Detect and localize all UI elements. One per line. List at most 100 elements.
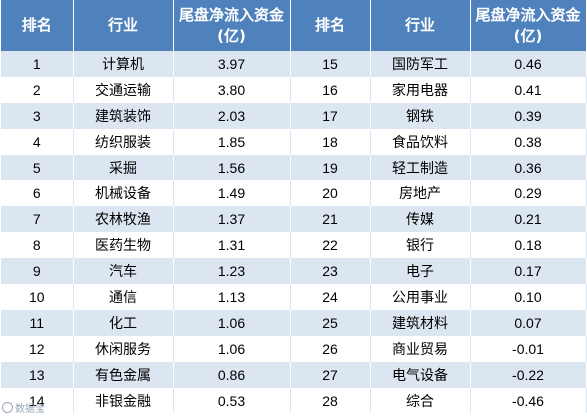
industry-cell: 通信 — [73, 284, 174, 310]
net-inflow-cell: 1.56 — [173, 154, 291, 181]
industry-cell: 农林牧渔 — [73, 206, 174, 233]
industry-cell: 化工 — [73, 309, 174, 336]
net-inflow-cell: 1.85 — [173, 128, 291, 155]
rank-cell: 12 — [1, 335, 74, 362]
industry-cell: 家用电器 — [370, 76, 471, 103]
rank-cell: 15 — [290, 51, 371, 77]
table-row: 5 采掘 1.56 19 轻工制造 0.36 — [1, 154, 587, 181]
net-inflow-cell: -0.46 — [470, 387, 587, 414]
industry-cell: 公用事业 — [370, 284, 471, 310]
net-inflow-cell: 2.03 — [173, 102, 291, 129]
net-inflow-cell: 1.49 — [173, 180, 291, 207]
industry-cell: 房地产 — [370, 180, 471, 207]
industry-cell: 医药生物 — [73, 232, 174, 259]
watermark-text: 数据宝 — [15, 404, 45, 415]
rank-cell: 13 — [1, 361, 74, 388]
rank-cell: 19 — [290, 154, 371, 181]
rank-cell: 23 — [290, 258, 371, 285]
table-row: 14 非银金融 0.53 28 综合 -0.46 — [1, 387, 587, 414]
net-inflow-cell: 0.86 — [173, 361, 291, 388]
header-industry: 行业 — [73, 0, 174, 51]
rank-cell: 8 — [1, 232, 74, 259]
net-inflow-cell: 0.41 — [470, 76, 587, 103]
rank-cell: 5 — [1, 154, 74, 181]
industry-cell: 电气设备 — [370, 361, 471, 388]
rank-cell: 27 — [290, 361, 371, 388]
rank-cell: 28 — [290, 387, 371, 414]
net-inflow-cell: 1.06 — [173, 335, 291, 362]
rank-cell: 2 — [1, 76, 74, 103]
net-inflow-cell: 0.39 — [470, 102, 587, 129]
table-row: 4 纺织服装 1.85 18 食品饮料 0.38 — [1, 128, 587, 155]
net-inflow-cell: 3.97 — [173, 51, 291, 77]
net-inflow-cell: 0.36 — [470, 154, 587, 181]
net-inflow-cell: 0.07 — [470, 309, 587, 336]
industry-cell: 机械设备 — [73, 180, 174, 207]
header-row: 排名 行业 尾盘净流入资金(亿) 排名 行业 尾盘净流入资金(亿) — [1, 0, 587, 51]
rank-cell: 24 — [290, 284, 371, 310]
net-inflow-cell: 1.13 — [173, 284, 291, 310]
table-row: 10 通信 1.13 24 公用事业 0.10 — [1, 284, 587, 310]
industry-cell: 计算机 — [73, 51, 174, 77]
header-industry: 行业 — [370, 0, 471, 51]
table-row: 3 建筑装饰 2.03 17 钢铁 0.39 — [1, 102, 587, 129]
industry-cell: 国防军工 — [370, 51, 471, 77]
rank-cell: 20 — [290, 180, 371, 207]
net-inflow-cell: 3.80 — [173, 76, 291, 103]
watermark: 数据宝 — [2, 400, 45, 415]
industry-cell: 综合 — [370, 387, 471, 414]
rank-cell: 17 — [290, 102, 371, 129]
industry-cell: 钢铁 — [370, 102, 471, 129]
industry-cell: 建筑装饰 — [73, 102, 174, 129]
industry-cell: 休闲服务 — [73, 335, 174, 362]
net-inflow-cell: 0.46 — [470, 51, 587, 77]
industry-cell: 采掘 — [73, 154, 174, 181]
net-inflow-cell: 0.53 — [173, 387, 291, 414]
table-row: 6 机械设备 1.49 20 房地产 0.29 — [1, 180, 587, 207]
net-inflow-cell: 0.29 — [470, 180, 587, 207]
industry-cell: 传媒 — [370, 206, 471, 233]
net-inflow-cell: 1.31 — [173, 232, 291, 259]
net-inflow-cell: 1.23 — [173, 258, 291, 285]
rank-cell: 1 — [1, 51, 74, 77]
table-row: 7 农林牧渔 1.37 21 传媒 0.21 — [1, 206, 587, 233]
rank-cell: 9 — [1, 258, 74, 285]
net-inflow-cell: -0.01 — [470, 335, 587, 362]
rank-cell: 21 — [290, 206, 371, 233]
industry-cell: 纺织服装 — [73, 128, 174, 155]
rank-cell: 25 — [290, 309, 371, 336]
table-row: 11 化工 1.06 25 建筑材料 0.07 — [1, 309, 587, 336]
camera-ring-icon — [2, 402, 13, 413]
rank-cell: 3 — [1, 102, 74, 129]
net-inflow-cell: 0.21 — [470, 206, 587, 233]
rank-cell: 10 — [1, 284, 74, 310]
industry-cell: 轻工制造 — [370, 154, 471, 181]
rank-cell: 22 — [290, 232, 371, 259]
rank-cell: 6 — [1, 180, 74, 207]
table-row: 12 休闲服务 1.06 26 商业贸易 -0.01 — [1, 335, 587, 362]
header-net-inflow: 尾盘净流入资金(亿) — [470, 0, 587, 51]
header-rank: 排名 — [1, 0, 74, 51]
header-net-inflow: 尾盘净流入资金(亿) — [173, 0, 291, 51]
net-inflow-cell: 1.37 — [173, 206, 291, 233]
industry-cell: 非银金融 — [73, 387, 174, 414]
industry-cell: 交通运输 — [73, 76, 174, 103]
rank-cell: 11 — [1, 309, 74, 336]
rank-cell: 16 — [290, 76, 371, 103]
industry-cell: 汽车 — [73, 258, 174, 285]
industry-cell: 食品饮料 — [370, 128, 471, 155]
table-row: 1 计算机 3.97 15 国防军工 0.46 — [1, 51, 587, 77]
rank-cell: 7 — [1, 206, 74, 233]
rank-cell: 18 — [290, 128, 371, 155]
rank-cell: 4 — [1, 128, 74, 155]
header-rank: 排名 — [290, 0, 371, 51]
industry-cell: 建筑材料 — [370, 309, 471, 336]
table-row: 9 汽车 1.23 23 电子 0.17 — [1, 258, 587, 285]
industry-cell: 电子 — [370, 258, 471, 285]
net-inflow-cell: 0.18 — [470, 232, 587, 259]
rank-cell: 14 — [1, 387, 74, 414]
industry-cell: 银行 — [370, 232, 471, 259]
net-inflow-cell: -0.22 — [470, 361, 587, 388]
table-row: 13 有色金属 0.86 27 电气设备 -0.22 — [1, 361, 587, 388]
